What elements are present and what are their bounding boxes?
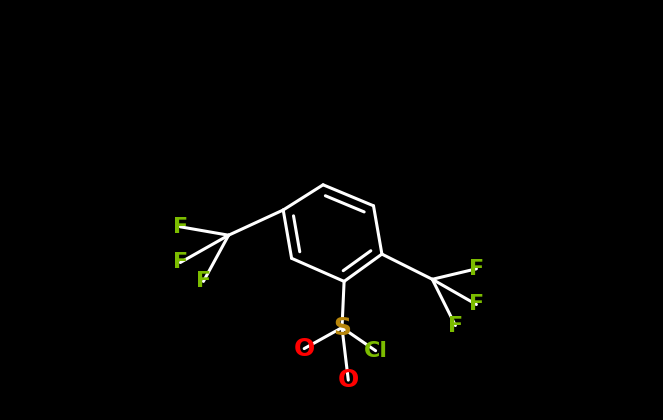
Text: Cl: Cl <box>363 341 388 361</box>
Text: O: O <box>337 368 359 392</box>
Text: F: F <box>173 217 188 237</box>
Text: F: F <box>448 315 463 336</box>
Text: S: S <box>333 315 351 340</box>
Text: F: F <box>196 271 211 291</box>
Text: F: F <box>173 252 188 273</box>
Text: F: F <box>469 294 484 315</box>
Text: F: F <box>469 259 484 279</box>
Text: O: O <box>294 336 315 361</box>
